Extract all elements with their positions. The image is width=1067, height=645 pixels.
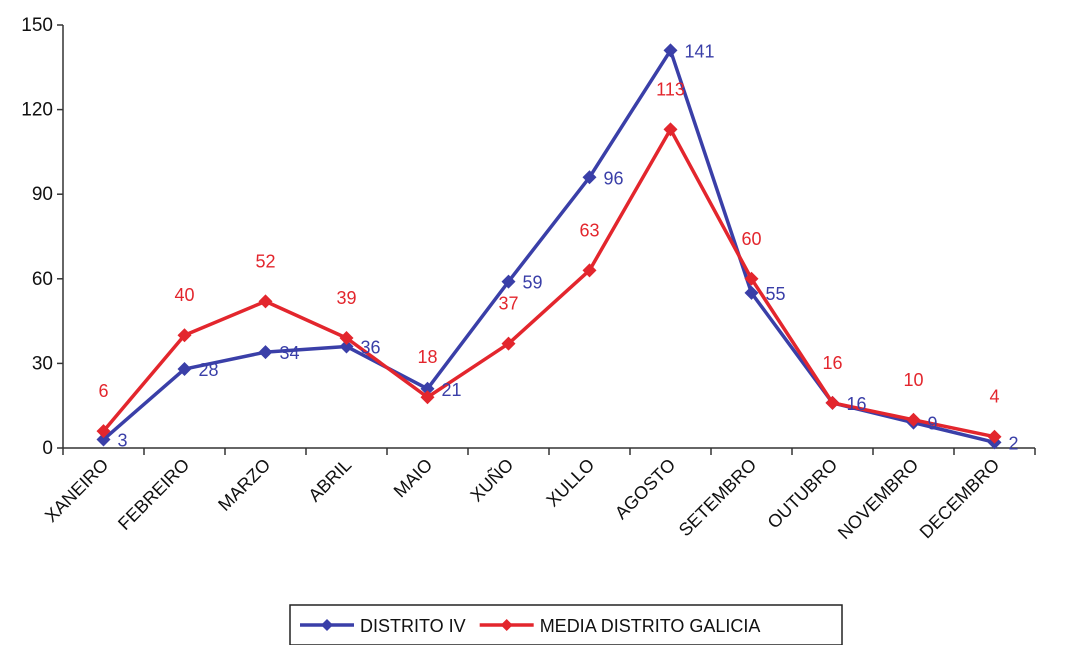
data-label: 60 (741, 229, 761, 249)
data-point-marker (987, 429, 1002, 444)
data-point-marker (744, 271, 759, 286)
data-point-marker (663, 43, 678, 58)
x-category-label: ABRIL (304, 455, 355, 506)
series-line (102, 127, 995, 439)
legend-box (289, 604, 843, 645)
data-label: 37 (498, 294, 518, 314)
y-axis-ticks: 0 30 60 90 120 150 (21, 15, 63, 459)
data-label: 2 (1009, 433, 1019, 453)
data-label: 55 (766, 284, 786, 304)
x-category-label: NOVEMBRO (834, 455, 922, 543)
data-labels: 3 28 34 36 21 59 96 141 55 16 9 2 6 40 52 39 18 37 63 113 60… (98, 41, 1018, 453)
data-label: 10 (903, 370, 923, 390)
y-tick-label: 30 (32, 353, 53, 374)
legend-label: DISTRITO IV (360, 616, 466, 636)
legend: DISTRITO IV MEDIA DISTRITO GALICIA (289, 604, 843, 645)
data-label: 18 (417, 347, 437, 367)
data-label: 16 (822, 353, 842, 373)
y-tick-label: 60 (32, 269, 53, 290)
y-tick-label: 90 (32, 184, 53, 205)
data-point-marker (420, 390, 435, 405)
y-tick-label: 150 (21, 15, 53, 36)
axes (62, 25, 1035, 449)
data-label: 28 (199, 360, 219, 380)
data-label: 113 (656, 79, 685, 99)
x-category-label: MARZO (214, 455, 274, 515)
data-point-marker (744, 285, 759, 300)
x-category-label: MAIO (390, 455, 437, 502)
data-label: 96 (604, 168, 624, 188)
data-label: 6 (98, 381, 108, 401)
data-point-marker (96, 424, 111, 439)
data-label: 36 (361, 337, 381, 357)
data-point-marker (96, 432, 111, 447)
data-point-marker (501, 274, 516, 289)
data-point-marker (582, 263, 597, 278)
data-point-marker (420, 381, 435, 396)
data-label: 40 (174, 285, 194, 305)
x-category-label: XANEIRO (41, 455, 112, 526)
data-point-marker (177, 328, 192, 343)
series-line (102, 48, 995, 445)
data-point-marker (339, 331, 354, 346)
x-category-label: SETEMBRO (675, 455, 761, 541)
data-label: 141 (685, 41, 715, 61)
data-point-marker (663, 122, 678, 137)
data-point-marker (339, 339, 354, 354)
data-label: 3 (118, 431, 128, 451)
x-category-label: XUÑO (466, 454, 518, 506)
data-label: 39 (336, 288, 356, 308)
data-label: 21 (442, 380, 462, 400)
y-tick-label: 0 (42, 438, 53, 459)
legend-label: MEDIA DISTRITO GALICIA (540, 616, 761, 636)
data-point-marker (825, 395, 840, 410)
x-axis-ticks: XANEIRO FEBREIRO MARZO ABRIL MAIO XUÑO XULLO AG… (41, 448, 1036, 543)
data-label: 9 (928, 414, 938, 434)
data-point-marker (906, 412, 921, 427)
x-category-label: AGOSTO (611, 455, 679, 523)
legend-marker (500, 619, 513, 631)
data-label: 34 (280, 343, 300, 363)
x-category-label: OUTUBRO (764, 455, 842, 533)
data-label: 52 (255, 251, 275, 271)
data-point-marker (177, 362, 192, 377)
data-label: 4 (989, 387, 999, 407)
data-label: 59 (523, 273, 543, 293)
data-point-marker (582, 170, 597, 185)
series-lines (96, 43, 1002, 450)
x-category-label: DECEMBRO (916, 455, 1004, 543)
x-category-label: XULLO (542, 455, 598, 511)
data-point-marker (501, 336, 516, 351)
x-category-label: FEBREIRO (114, 455, 193, 534)
y-tick-label: 120 (21, 100, 53, 121)
data-point-marker (258, 345, 273, 360)
legend-marker (321, 619, 333, 631)
data-point-marker (258, 294, 273, 309)
data-label: 63 (579, 220, 599, 240)
data-label: 16 (847, 394, 867, 414)
